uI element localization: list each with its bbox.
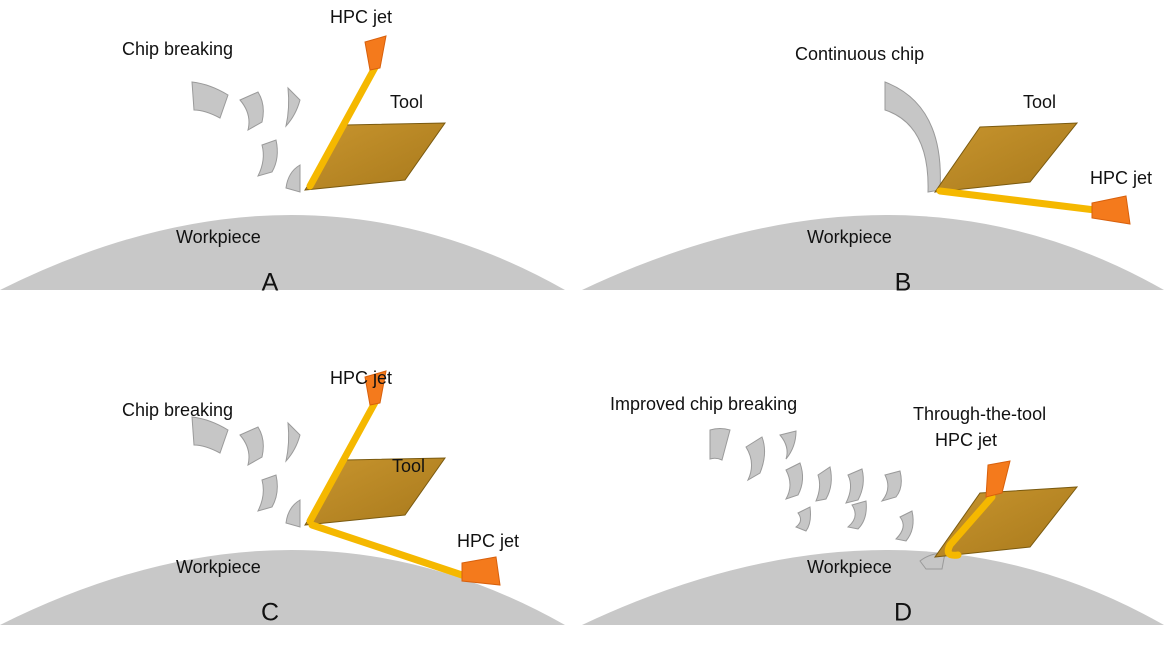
chips bbox=[191, 416, 301, 528]
nozzle bbox=[985, 460, 1011, 498]
chip-label: Chip breaking bbox=[122, 39, 233, 59]
chips bbox=[191, 81, 301, 193]
chips bbox=[709, 428, 946, 570]
jet-label: HPC jet bbox=[330, 7, 392, 27]
workpiece-label: Workpiece bbox=[176, 227, 261, 247]
tool-label: Tool bbox=[392, 456, 425, 476]
panel-letter: A bbox=[262, 269, 279, 297]
chip-label: Improved chip breaking bbox=[610, 394, 797, 414]
panel-a bbox=[0, 35, 565, 290]
chip bbox=[884, 81, 941, 193]
jet-label: Through-the-tool bbox=[913, 404, 1046, 424]
jet bbox=[944, 493, 996, 559]
tool bbox=[933, 122, 1079, 193]
workpiece-label: Workpiece bbox=[807, 557, 892, 577]
workpiece bbox=[582, 215, 1164, 290]
nozzle bbox=[364, 35, 387, 71]
tool-label: Tool bbox=[390, 92, 423, 112]
jet bbox=[308, 521, 469, 580]
jet-label: HPC jet bbox=[457, 531, 519, 551]
chip-label: Continuous chip bbox=[795, 44, 924, 64]
panel-c bbox=[0, 370, 565, 625]
workpiece bbox=[582, 550, 1164, 625]
panel-letter: B bbox=[895, 269, 912, 297]
tool-label: Tool bbox=[1023, 92, 1056, 112]
workpiece bbox=[0, 550, 565, 625]
chip-label: Chip breaking bbox=[122, 400, 233, 420]
nozzle bbox=[461, 556, 501, 586]
jet bbox=[936, 187, 1099, 214]
workpiece-label: Workpiece bbox=[807, 227, 892, 247]
jet-label: HPC jet bbox=[1090, 168, 1152, 188]
jet-label: HPC jet bbox=[330, 368, 392, 388]
panel-b bbox=[582, 81, 1164, 290]
tool bbox=[933, 486, 1079, 558]
jet-label: HPC jet bbox=[935, 430, 997, 450]
workpiece bbox=[0, 215, 565, 290]
nozzle bbox=[364, 370, 387, 406]
nozzle bbox=[1091, 195, 1131, 225]
panel-letter: C bbox=[261, 599, 279, 627]
panel-letter: D bbox=[894, 599, 912, 627]
workpiece-label: Workpiece bbox=[176, 557, 261, 577]
jet bbox=[306, 393, 382, 525]
jet bbox=[306, 58, 382, 190]
panel-d bbox=[582, 428, 1164, 625]
